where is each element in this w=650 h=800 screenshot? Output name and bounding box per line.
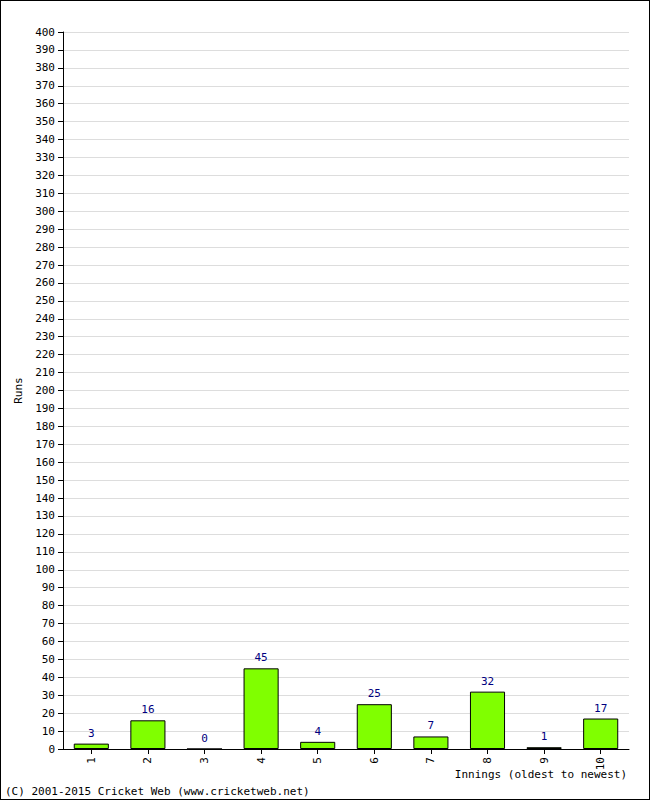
- svg-text:5: 5: [311, 757, 324, 764]
- svg-text:290: 290: [35, 223, 55, 236]
- svg-text:10: 10: [42, 725, 55, 738]
- svg-text:380: 380: [35, 61, 55, 74]
- svg-text:330: 330: [35, 151, 55, 164]
- svg-text:250: 250: [35, 294, 55, 307]
- svg-text:3: 3: [88, 727, 95, 740]
- svg-text:210: 210: [35, 366, 55, 379]
- svg-text:80: 80: [42, 599, 55, 612]
- svg-text:6: 6: [368, 757, 381, 764]
- svg-text:7: 7: [424, 757, 437, 764]
- svg-text:(C) 2001-2015 Cricket Web (www: (C) 2001-2015 Cricket Web (www.cricketwe…: [5, 785, 310, 798]
- svg-text:300: 300: [35, 205, 55, 218]
- svg-text:2: 2: [141, 757, 154, 764]
- svg-text:7: 7: [428, 719, 435, 732]
- svg-text:40: 40: [42, 671, 55, 684]
- svg-text:170: 170: [35, 438, 55, 451]
- svg-text:8: 8: [481, 757, 494, 764]
- svg-text:9: 9: [538, 757, 551, 764]
- svg-text:0: 0: [201, 732, 208, 745]
- svg-text:45: 45: [254, 651, 267, 664]
- svg-text:50: 50: [42, 653, 55, 666]
- svg-text:20: 20: [42, 707, 55, 720]
- svg-text:280: 280: [35, 241, 55, 254]
- svg-text:Runs: Runs: [12, 377, 25, 404]
- svg-text:230: 230: [35, 330, 55, 343]
- svg-text:10: 10: [594, 757, 607, 770]
- svg-text:310: 310: [35, 187, 55, 200]
- svg-text:30: 30: [42, 689, 55, 702]
- svg-text:0: 0: [48, 743, 55, 756]
- svg-text:1: 1: [541, 730, 548, 743]
- svg-text:17: 17: [594, 702, 607, 715]
- svg-text:4: 4: [314, 725, 321, 738]
- svg-text:350: 350: [35, 115, 55, 128]
- svg-text:340: 340: [35, 133, 55, 146]
- svg-text:130: 130: [35, 509, 55, 522]
- svg-text:110: 110: [35, 545, 55, 558]
- svg-text:25: 25: [368, 687, 381, 700]
- svg-text:140: 140: [35, 492, 55, 505]
- svg-text:70: 70: [42, 617, 55, 630]
- svg-text:Innings (oldest to newest): Innings (oldest to newest): [454, 768, 627, 781]
- svg-text:260: 260: [35, 276, 55, 289]
- svg-text:32: 32: [481, 675, 494, 688]
- svg-text:270: 270: [35, 259, 55, 272]
- svg-text:180: 180: [35, 420, 55, 433]
- svg-text:3: 3: [198, 757, 211, 764]
- svg-text:90: 90: [42, 581, 55, 594]
- svg-text:370: 370: [35, 79, 55, 92]
- svg-text:4: 4: [255, 757, 268, 764]
- svg-text:360: 360: [35, 97, 55, 110]
- svg-text:60: 60: [42, 635, 55, 648]
- svg-text:200: 200: [35, 384, 55, 397]
- svg-text:1: 1: [85, 757, 98, 764]
- svg-text:16: 16: [141, 703, 154, 716]
- svg-text:120: 120: [35, 527, 55, 540]
- svg-text:220: 220: [35, 348, 55, 361]
- svg-text:240: 240: [35, 312, 55, 325]
- svg-text:100: 100: [35, 563, 55, 576]
- svg-text:320: 320: [35, 169, 55, 182]
- svg-text:150: 150: [35, 474, 55, 487]
- svg-text:390: 390: [35, 43, 55, 56]
- svg-text:160: 160: [35, 456, 55, 469]
- svg-text:400: 400: [35, 26, 55, 39]
- svg-text:190: 190: [35, 402, 55, 415]
